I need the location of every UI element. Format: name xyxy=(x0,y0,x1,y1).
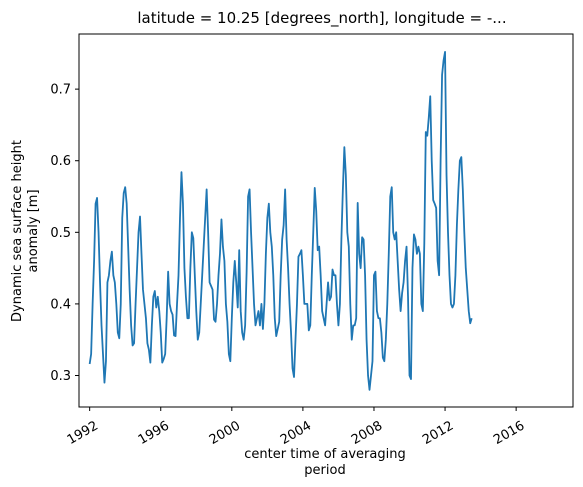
x-axis-label-line-2: period xyxy=(304,463,345,478)
y-tick-label: 0.3 xyxy=(50,369,71,384)
y-axis-label: Dynamic sea surface height anomaly [m] xyxy=(10,140,41,322)
y-tick-label: 0.4 xyxy=(50,297,71,312)
y-axis-label-line-2: anomaly [m] xyxy=(26,189,41,272)
x-axis-label-line-1: center time of averaging xyxy=(244,447,405,462)
y-tick-label: 0.6 xyxy=(50,154,71,169)
series-line-0 xyxy=(88,51,473,391)
y-axis-label-line-1: Dynamic sea surface height xyxy=(10,140,25,322)
plot-area xyxy=(88,51,473,391)
y-tick-label: 0.5 xyxy=(50,226,71,241)
plot-frame xyxy=(78,33,574,408)
chart-title: latitude = 10.25 [degrees_north], longit… xyxy=(137,9,506,28)
y-tick-label: 0.7 xyxy=(50,83,71,98)
